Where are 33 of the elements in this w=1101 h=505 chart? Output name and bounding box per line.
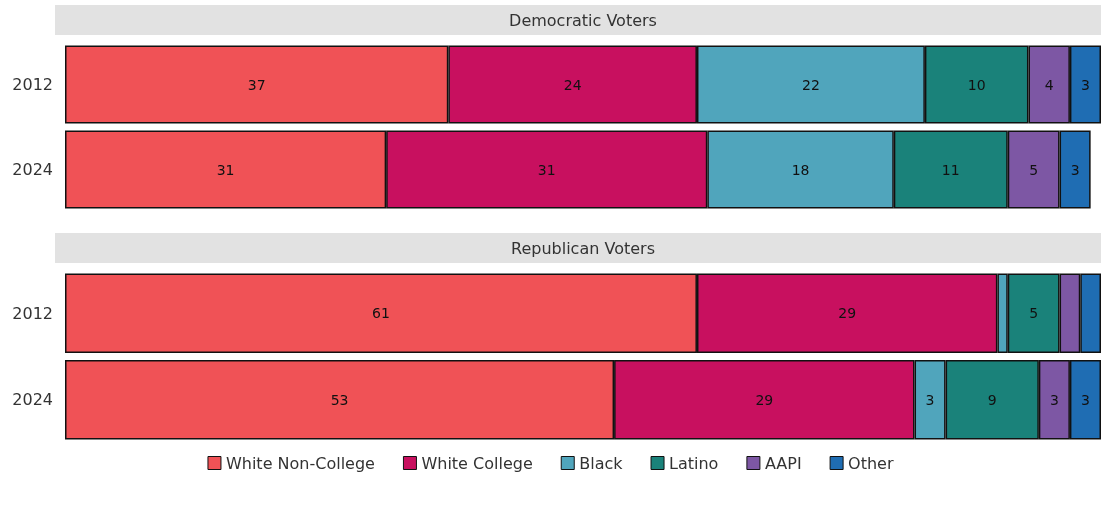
legend-label: Latino	[669, 453, 719, 473]
legend-label: Black	[579, 453, 624, 473]
legend-label: White Non-College	[225, 453, 375, 473]
data-label: 5	[1029, 305, 1039, 322]
chart-title: Republican Voters	[511, 238, 655, 258]
legend-label: White College	[421, 453, 533, 473]
data-label: 4	[1044, 76, 1054, 93]
data-label: 3	[925, 391, 935, 408]
data-label: 3	[1070, 161, 1080, 178]
data-label: 31	[537, 161, 556, 178]
data-label: 3	[1081, 391, 1090, 408]
data-label: 24	[563, 76, 582, 93]
data-label: 29	[838, 305, 857, 322]
data-label: 22	[802, 76, 820, 93]
data-label: 3	[1049, 391, 1059, 408]
data-label: 61	[372, 305, 390, 322]
y-tick-label: 2012	[12, 75, 53, 94]
data-label: 37	[247, 76, 266, 93]
legend-label: AAPI	[764, 453, 802, 473]
data-label: 29	[755, 391, 774, 408]
chart-title: Democratic Voters	[509, 10, 657, 30]
data-label: 31	[216, 161, 235, 178]
data-label: 53	[330, 391, 349, 408]
data-label: 11	[941, 161, 960, 178]
data-label: 18	[791, 161, 810, 178]
data-label: 9	[987, 391, 997, 408]
y-tick-label: 2024	[12, 160, 53, 179]
data-label: 10	[967, 76, 986, 93]
y-tick-label: 2024	[12, 390, 53, 410]
data-label: 3	[1081, 76, 1090, 93]
legend-label: Other	[848, 453, 894, 473]
data-label: 5	[1029, 161, 1039, 178]
y-tick-label: 2012	[12, 303, 53, 323]
